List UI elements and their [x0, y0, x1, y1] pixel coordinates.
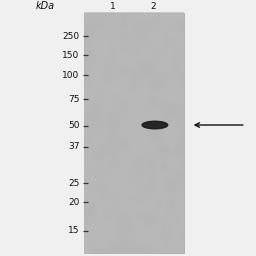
FancyBboxPatch shape: [84, 13, 184, 253]
Text: 150: 150: [62, 51, 79, 60]
Text: 2: 2: [151, 2, 156, 11]
Text: 37: 37: [68, 142, 79, 151]
Ellipse shape: [142, 121, 168, 129]
Text: 1: 1: [110, 2, 115, 11]
Text: 100: 100: [62, 71, 79, 80]
Text: 50: 50: [68, 121, 79, 130]
Text: 15: 15: [68, 226, 79, 236]
Text: 25: 25: [68, 179, 79, 188]
Text: kDa: kDa: [35, 1, 54, 11]
Text: 250: 250: [62, 32, 79, 41]
Text: 75: 75: [68, 95, 79, 104]
Text: 20: 20: [68, 198, 79, 207]
